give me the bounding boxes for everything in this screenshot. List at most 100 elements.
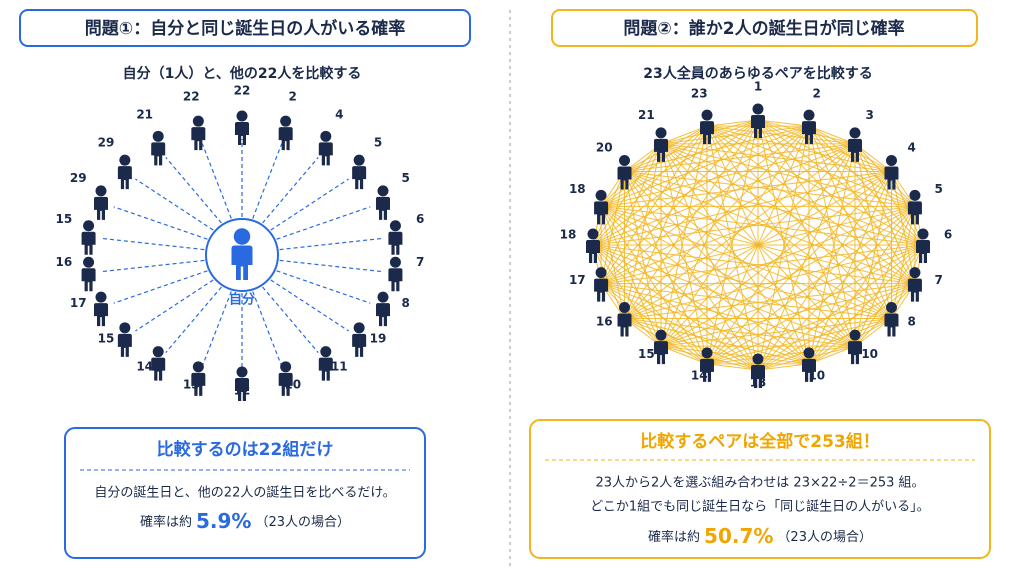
prob-prefix: 確率は約 xyxy=(648,529,700,545)
head xyxy=(752,353,764,365)
head xyxy=(595,267,607,279)
head xyxy=(595,189,607,201)
body xyxy=(278,127,293,151)
pair-link xyxy=(706,283,916,365)
body xyxy=(191,127,206,151)
dashed-link xyxy=(279,237,382,251)
person-label: 13 xyxy=(750,376,767,390)
person-icon xyxy=(117,322,132,357)
body xyxy=(884,166,899,190)
body xyxy=(235,378,249,401)
pair-link xyxy=(757,119,892,172)
pair-link xyxy=(624,171,759,371)
pair-link xyxy=(706,125,856,347)
head xyxy=(152,130,164,142)
body xyxy=(231,245,253,280)
pair-link xyxy=(624,125,708,319)
pair-link xyxy=(624,171,916,285)
head xyxy=(701,109,713,121)
head xyxy=(280,115,292,127)
pair-link xyxy=(624,143,856,173)
pair-link xyxy=(600,143,662,284)
person-icon xyxy=(388,256,403,292)
dashed-link xyxy=(279,259,382,273)
head xyxy=(83,220,95,232)
body xyxy=(700,121,715,145)
pair-link xyxy=(600,125,708,207)
head xyxy=(752,103,764,115)
dashed-link xyxy=(135,279,214,332)
pair-link xyxy=(600,205,892,319)
body xyxy=(907,278,922,302)
body xyxy=(847,341,862,365)
pair-link xyxy=(660,317,892,347)
body xyxy=(278,372,293,396)
pair-link xyxy=(624,205,916,319)
person-label: 29 xyxy=(70,171,87,185)
person-label: 15 xyxy=(638,347,655,361)
dashed-link xyxy=(276,270,371,304)
person-label: 7 xyxy=(416,255,424,269)
pair-link xyxy=(592,244,708,365)
person-label: 4 xyxy=(908,141,916,155)
pair-link xyxy=(592,244,810,365)
body xyxy=(884,313,899,337)
pair-link xyxy=(592,119,759,246)
pair-link xyxy=(592,143,662,246)
head xyxy=(353,322,365,334)
head xyxy=(701,347,713,359)
pair-link xyxy=(890,171,916,284)
body xyxy=(151,357,166,381)
pair-link xyxy=(706,126,759,371)
pair-link xyxy=(854,143,892,319)
pair-link xyxy=(706,125,892,173)
pair-link xyxy=(624,143,856,319)
person-label: 21 xyxy=(136,107,153,121)
body xyxy=(318,357,333,381)
box-text: どこか1組でも同じ誕生日なら「同じ誕生日の人がいる」。 xyxy=(590,500,929,515)
head xyxy=(83,256,95,268)
person-label: 21 xyxy=(638,108,655,122)
person-label: 10 xyxy=(861,347,878,361)
pair-link xyxy=(660,345,810,365)
person-label: 6 xyxy=(416,212,424,226)
person-label: 15 xyxy=(55,212,72,226)
pair-link xyxy=(808,125,856,145)
head xyxy=(152,346,164,358)
title: 問題②：誰か2人の誕生日が同じ確率 xyxy=(623,18,904,39)
pair-link xyxy=(706,125,892,319)
box-title: 比較するペアは全部で253組！ xyxy=(640,431,880,452)
self-label: 自分 xyxy=(229,292,255,308)
dashed-link xyxy=(135,178,214,231)
pair-link xyxy=(757,126,810,371)
pair-link xyxy=(808,206,916,365)
person-icon xyxy=(235,366,249,401)
person-icon xyxy=(151,130,166,166)
person-icon xyxy=(884,155,899,190)
pair-link xyxy=(660,143,810,365)
head xyxy=(909,189,921,201)
body xyxy=(594,278,609,302)
prob-value: 50.7% xyxy=(704,524,773,548)
pair-link xyxy=(854,244,924,347)
pair-link xyxy=(660,143,759,371)
pair-link xyxy=(624,143,662,319)
info-box xyxy=(529,419,991,559)
pair-link xyxy=(706,345,856,365)
pair-link xyxy=(757,363,810,371)
person-icon xyxy=(191,115,206,151)
person-icon xyxy=(654,127,669,162)
box-text: 23人から2人を選ぶ組み合わせは 23×22÷2＝253 組。 xyxy=(595,476,924,491)
head xyxy=(389,220,401,232)
pair-link xyxy=(600,283,759,371)
pair-link xyxy=(600,206,708,365)
pair-link xyxy=(660,126,708,347)
box-text: 自分の誕生日と、他の22人の誕生日を比べるだけ。 xyxy=(94,486,395,501)
person-label: 14 xyxy=(136,360,153,374)
pair-link xyxy=(600,283,856,347)
body xyxy=(617,313,632,337)
